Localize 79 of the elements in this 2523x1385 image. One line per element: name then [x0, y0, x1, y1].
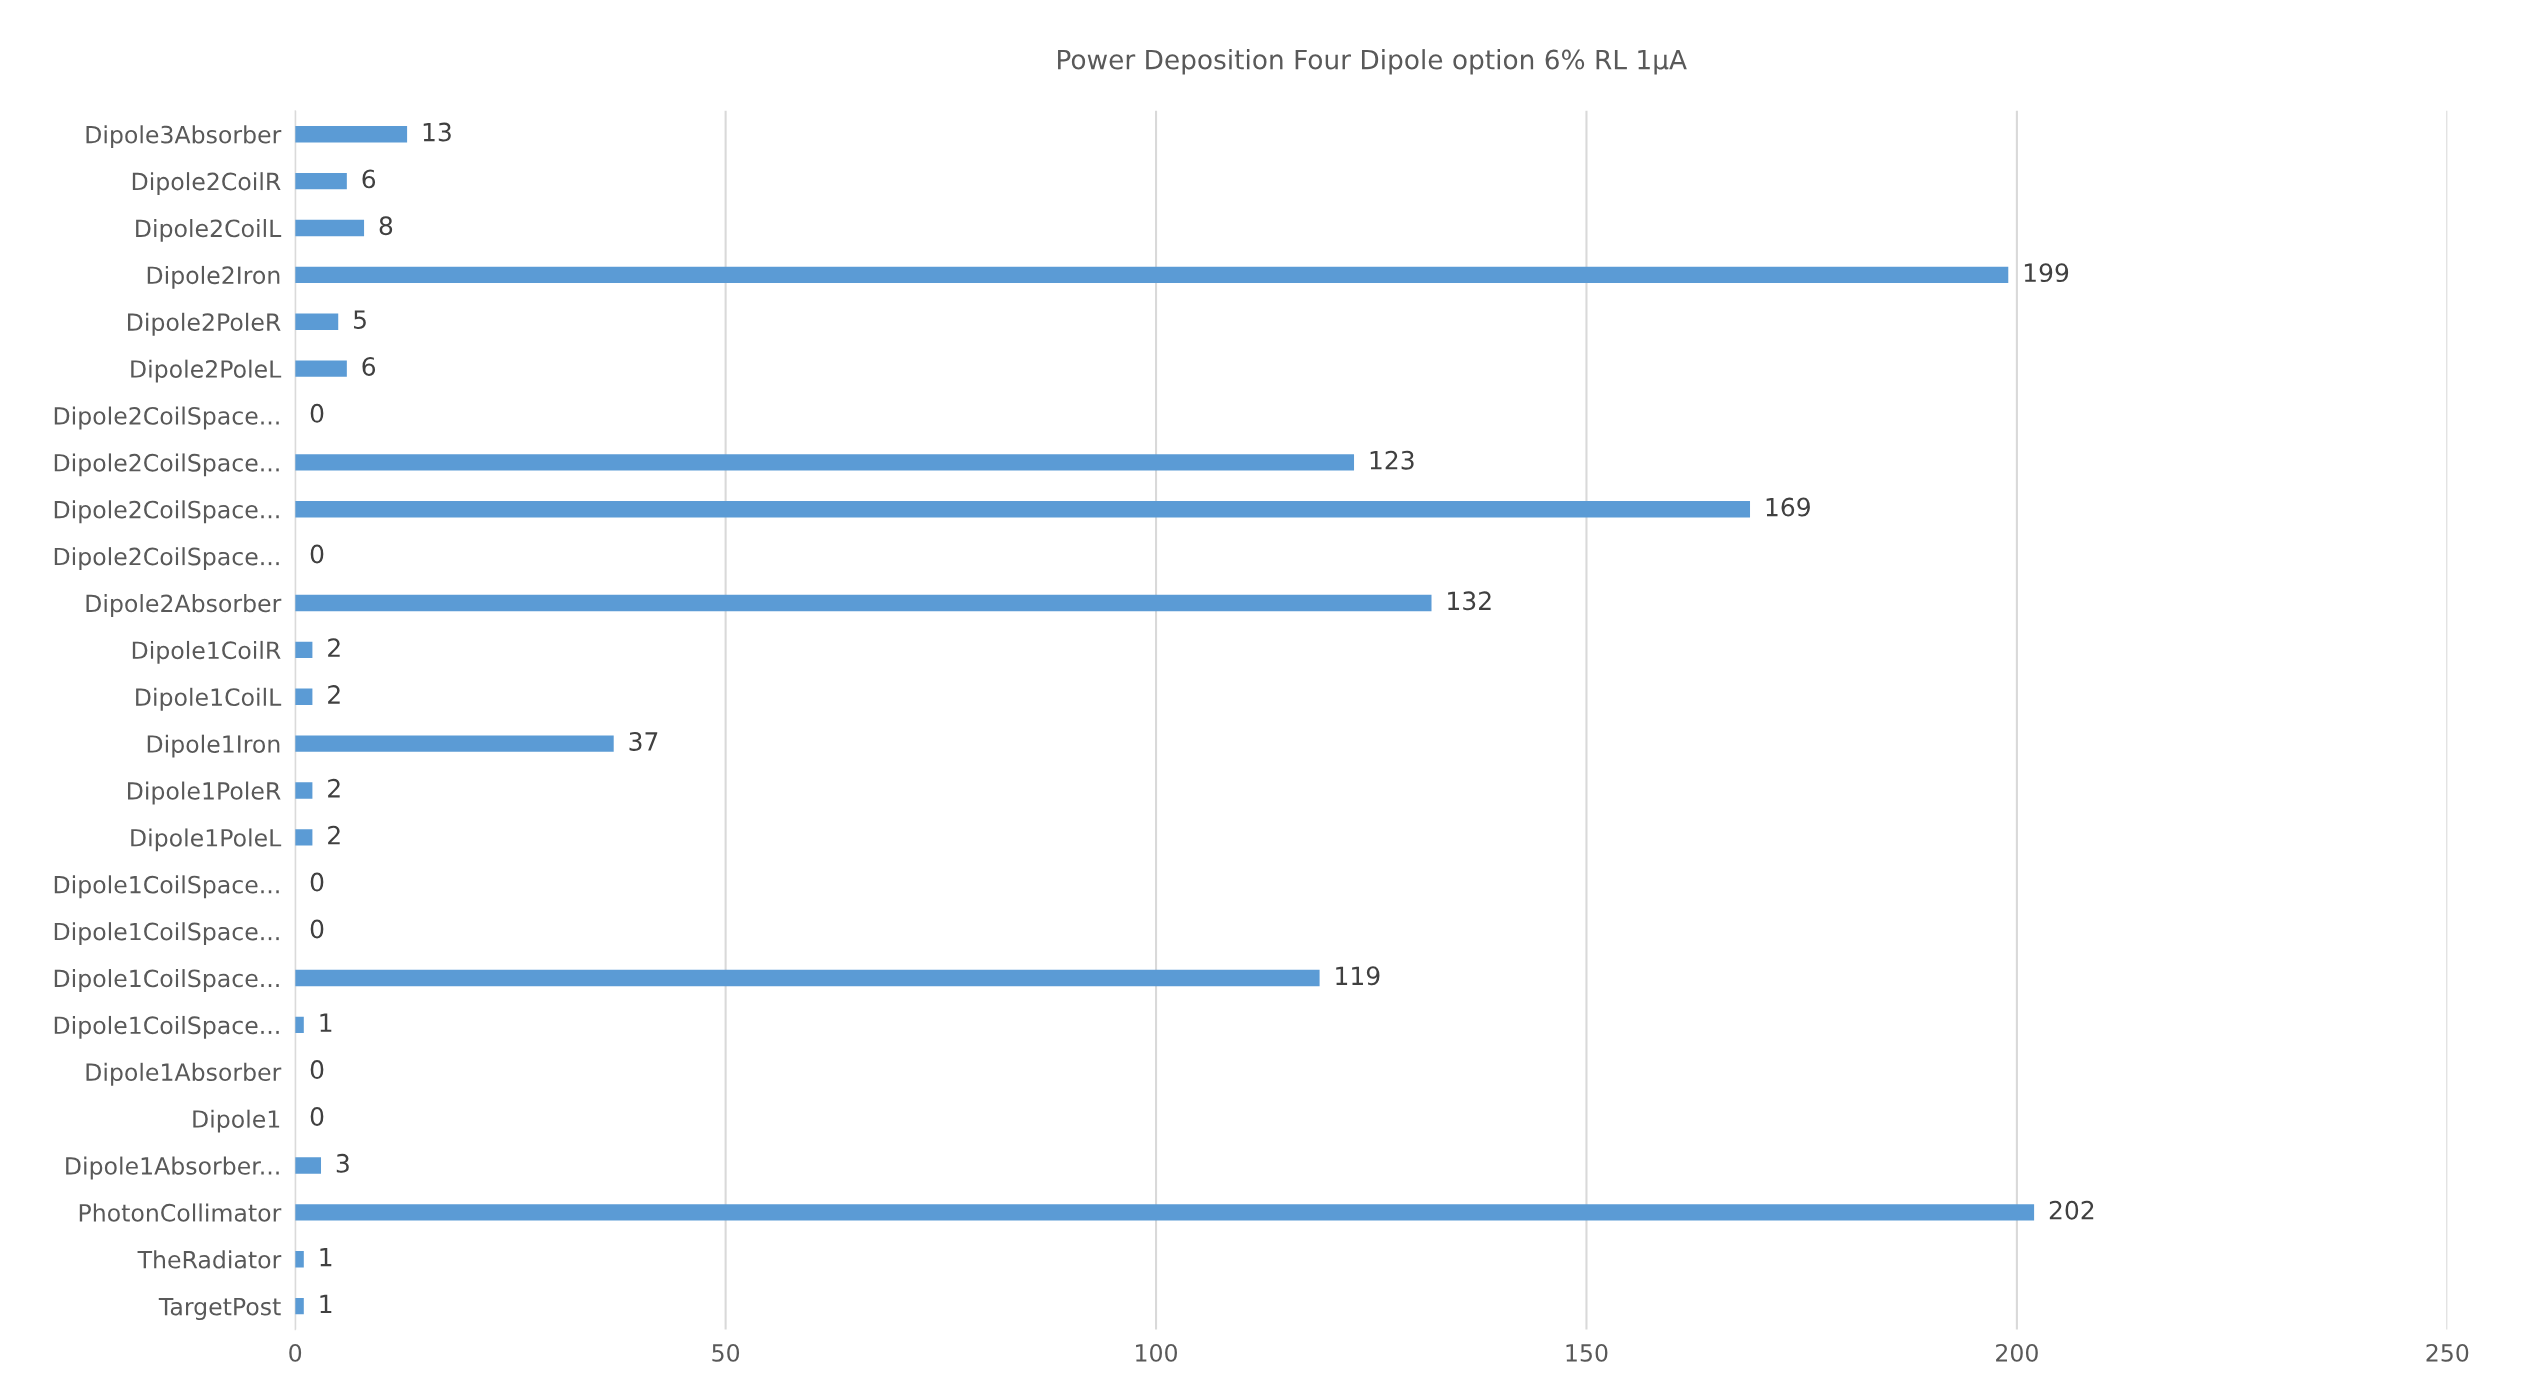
bar	[295, 1297, 304, 1315]
y-tick-label: Dipole2PoleR	[128, 312, 281, 336]
bar	[295, 313, 339, 330]
x-tick-label: 200	[1996, 1343, 2038, 1362]
data-label: 169	[1766, 497, 1810, 517]
data-label: 0	[310, 1060, 324, 1080]
y-tick-label: Dipole1	[193, 1109, 280, 1133]
y-tick-label: Dipole2CoilSpace...	[54, 500, 279, 524]
bar	[295, 735, 614, 752]
chart-title: Power Deposition Four Dipole option 6% RL 1µA	[1058, 49, 1687, 75]
y-tick-label: Dipole2CoilR	[132, 172, 281, 195]
bar	[295, 266, 2009, 284]
bar	[295, 969, 1320, 987]
data-label: 0	[310, 1107, 324, 1126]
y-tick-label: Dipole1CoilSpace...	[54, 922, 279, 946]
y-tick-label: Dipole1PoleR	[128, 781, 281, 805]
data-label: 2	[328, 778, 340, 798]
x-tick-label: 100	[1136, 1343, 1177, 1362]
y-tick-label: Dipole3Absorber	[86, 125, 282, 149]
bar	[295, 172, 347, 190]
bar	[295, 1251, 304, 1268]
data-label: 199	[2024, 263, 2069, 283]
data-label: 0	[310, 919, 324, 939]
y-tick-label: Dipole1Iron	[147, 734, 280, 758]
bar	[295, 1204, 2035, 1221]
data-label: 1	[320, 1247, 332, 1267]
bar	[295, 219, 365, 237]
y-tick-label: Dipole1CoilL	[136, 687, 282, 711]
y-tick-label: Dipole1Absorber	[86, 1062, 282, 1086]
bar	[295, 829, 313, 846]
data-label: 119	[1336, 966, 1380, 986]
bar	[295, 454, 1355, 471]
y-tick-label: Dipole1CoilSpace...	[54, 875, 279, 899]
x-tick-label: 50	[712, 1343, 740, 1362]
x-tick-label: 250	[2426, 1343, 2469, 1362]
y-tick-label: Dipole2PoleL	[131, 359, 282, 383]
data-label: 1	[320, 1013, 332, 1032]
data-label: 13	[423, 122, 451, 142]
data-label: 8	[379, 216, 393, 236]
y-tick-label: Dipole1CoilSpace...	[54, 1015, 279, 1039]
data-label: 6	[362, 356, 376, 376]
y-tick-label: Dipole1PoleL	[131, 828, 282, 852]
data-label: 0	[310, 872, 324, 892]
y-tick-label: Dipole1Absorber...	[66, 1156, 279, 1180]
y-tick-label: TargetPost	[158, 1297, 281, 1321]
x-tick-label: 150	[1566, 1343, 1608, 1362]
y-tick-label: Dipole2Absorber	[86, 594, 282, 617]
data-label: 132	[1448, 591, 1491, 611]
data-label: 123	[1370, 450, 1414, 470]
bar	[295, 641, 313, 659]
bar	[295, 688, 313, 705]
y-tick-label: TheRadiator	[137, 1250, 282, 1269]
data-label: 6	[362, 169, 376, 189]
data-label: 202	[2049, 1200, 2094, 1220]
bar	[295, 782, 313, 799]
y-tick-label: Dipole2CoilSpace...	[54, 453, 279, 477]
bar	[295, 1016, 304, 1034]
data-label: 3	[336, 1153, 349, 1173]
bar	[295, 594, 1432, 612]
data-label: 2	[328, 825, 340, 845]
x-tick-label: 0	[289, 1343, 302, 1362]
y-tick-label: Dipole1CoilR	[132, 640, 281, 664]
data-label: 1	[320, 1294, 332, 1314]
data-label: 37	[629, 731, 658, 751]
bar	[295, 360, 347, 377]
bar	[295, 501, 1751, 518]
y-tick-label: Dipole1CoilSpace...	[54, 969, 279, 992]
data-label: 5	[354, 310, 366, 329]
y-tick-label: Dipole2CoilSpace...	[54, 547, 279, 571]
y-tick-label: Dipole2CoilSpace...	[54, 406, 279, 430]
bar	[295, 126, 408, 143]
data-label: 2	[328, 685, 340, 704]
data-label: 0	[310, 544, 324, 564]
bar	[295, 1157, 322, 1174]
y-tick-label: Dipole2Iron	[147, 265, 280, 289]
data-label: 0	[310, 403, 324, 423]
y-tick-label: PhotonCollimator	[79, 1203, 282, 1222]
data-label: 2	[328, 638, 340, 657]
y-tick-label: Dipole2CoilL	[136, 219, 282, 242]
